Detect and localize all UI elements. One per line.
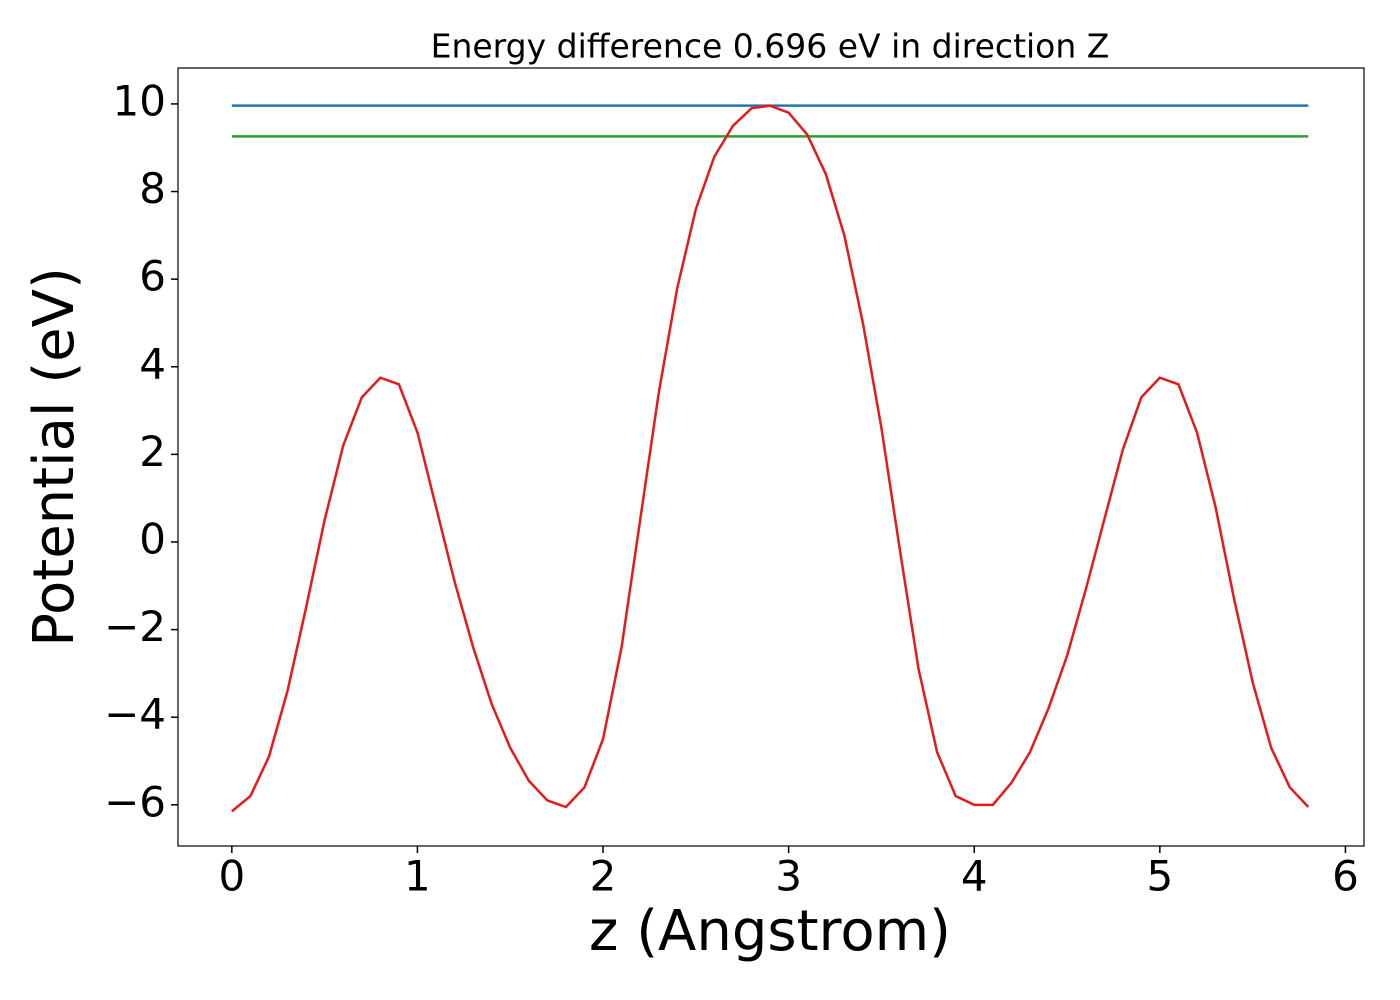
x-tick-label: 4: [961, 852, 988, 901]
y-tick-label: 8: [139, 164, 166, 213]
y-tick-label: −2: [104, 602, 166, 651]
x-tick-label: 0: [218, 852, 245, 901]
y-tick-label: 4: [139, 339, 166, 388]
y-tick-label: −6: [104, 777, 166, 826]
x-tick-label: 2: [590, 852, 617, 901]
x-tick-label: 3: [775, 852, 802, 901]
x-tick-label: 6: [1332, 852, 1359, 901]
x-axis-label: z (Angstrom): [589, 899, 951, 964]
y-tick-label: 2: [139, 427, 166, 476]
plot-frame: [177, 67, 1365, 847]
y-tick-label: −4: [104, 690, 166, 739]
y-tick-label: 10: [113, 76, 166, 125]
x-tick-label: 1: [404, 852, 431, 901]
line-series: [231, 104, 1310, 813]
y-tick-label: 6: [139, 252, 166, 301]
y-axis-label: Potential (eV): [22, 267, 87, 647]
y-tick-label: 0: [139, 514, 166, 563]
chart-title: Energy difference 0.696 eV in direction …: [431, 27, 1110, 66]
x-tick-label: 5: [1146, 852, 1173, 901]
